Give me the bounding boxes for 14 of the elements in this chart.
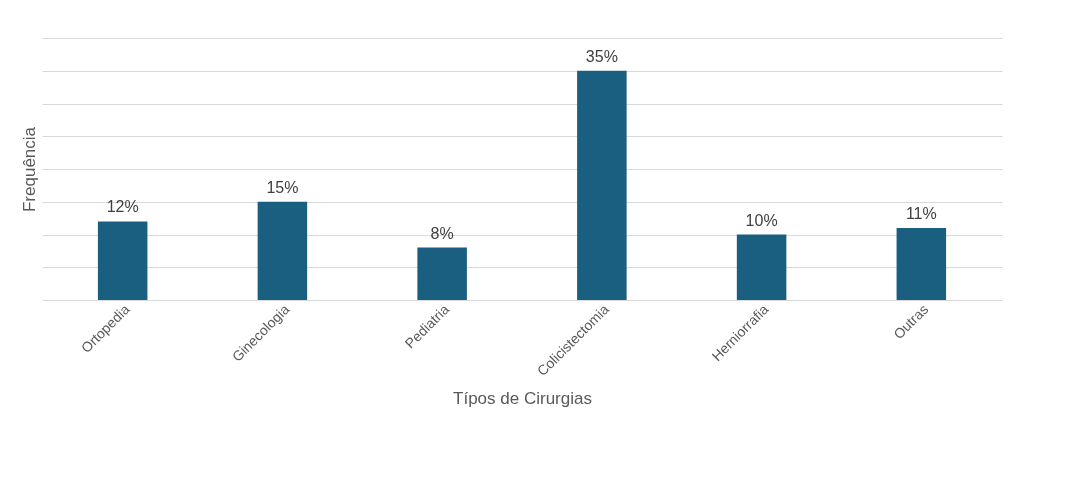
data-label: 8% <box>430 224 454 242</box>
x-axis-title: Típos de Cirurgias <box>453 388 592 408</box>
data-label: 15% <box>266 178 299 196</box>
bar <box>417 247 467 300</box>
data-label: 10% <box>745 211 778 229</box>
bar <box>577 70 627 300</box>
data-label: 12% <box>106 198 139 216</box>
bar <box>97 221 148 300</box>
data-label: 35% <box>585 47 618 65</box>
data-label: 11% <box>905 204 937 222</box>
bar <box>736 234 787 300</box>
bar <box>896 227 947 300</box>
y-axis-title: Frequência <box>19 126 39 213</box>
bar <box>257 201 308 300</box>
